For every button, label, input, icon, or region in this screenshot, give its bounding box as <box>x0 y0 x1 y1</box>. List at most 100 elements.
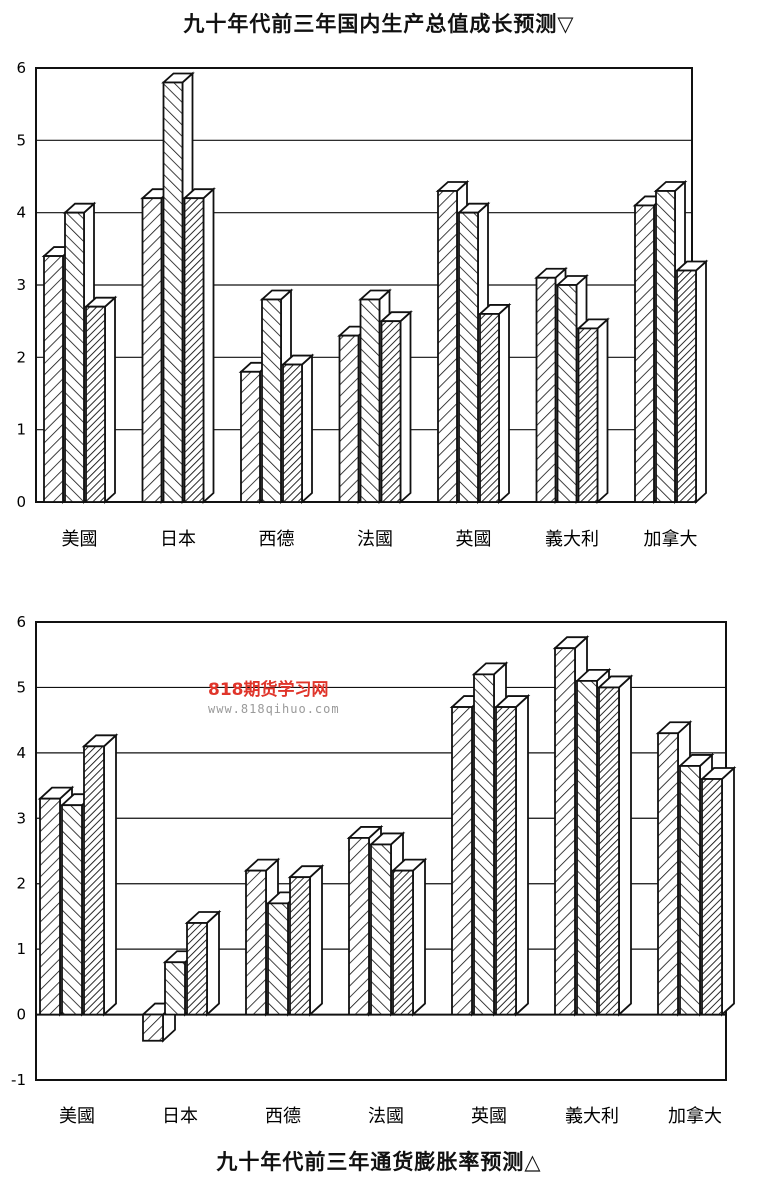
bar-side <box>104 295 116 505</box>
bar-side <box>596 317 609 505</box>
bar <box>674 259 709 505</box>
category-label: 美國 <box>62 529 98 550</box>
y-tick-label: 5 <box>16 131 26 149</box>
bar <box>83 295 118 505</box>
bar <box>477 302 512 505</box>
category-label: 英國 <box>471 1106 507 1127</box>
bar <box>287 864 325 1017</box>
bar-side <box>498 302 510 505</box>
bar <box>379 310 413 505</box>
y-tick-label: 6 <box>16 613 26 631</box>
bar <box>280 353 315 505</box>
bar-front <box>164 961 186 1016</box>
bar-front <box>359 298 381 503</box>
watermark-url: www.818qihuo.com <box>208 702 340 716</box>
bar-front <box>43 255 64 503</box>
y-tick-label: 2 <box>16 348 26 366</box>
bar-front <box>392 869 414 1016</box>
y-tick-label: -1 <box>11 1071 26 1089</box>
category-label: 日本 <box>160 529 196 550</box>
category-label: 美國 <box>59 1106 95 1127</box>
bar-side <box>515 694 529 1017</box>
bar-front <box>576 679 598 1016</box>
y-tick-label: 0 <box>16 1006 26 1024</box>
bar-front <box>701 778 723 1016</box>
category-label: 西德 <box>259 529 295 550</box>
y-tick-label: 3 <box>16 809 26 827</box>
bar-front <box>162 81 184 503</box>
category-label: 加拿大 <box>644 528 698 550</box>
bar-side <box>399 310 412 505</box>
bar-front <box>554 647 576 1016</box>
category-label: 英國 <box>456 529 492 550</box>
y-tick-label: 6 <box>16 59 26 77</box>
category-label: 法國 <box>357 529 393 550</box>
bar-front <box>267 902 289 1016</box>
bar <box>182 187 216 505</box>
bar-front <box>186 922 208 1016</box>
bar-front <box>240 370 261 503</box>
bar-front <box>85 305 106 503</box>
bar-front <box>676 269 697 503</box>
bar-front <box>437 190 458 503</box>
y-tick-label: 2 <box>16 875 26 893</box>
bar-front <box>598 686 620 1016</box>
bar-side <box>618 674 632 1017</box>
category-label: 法國 <box>368 1106 404 1127</box>
bar-front <box>451 706 473 1016</box>
bar-side <box>412 857 426 1017</box>
bar <box>596 674 634 1017</box>
y-tick-label: 4 <box>16 204 26 222</box>
bar-front <box>535 276 557 503</box>
category-label: 義大利 <box>565 1106 619 1127</box>
bar-front <box>142 1013 164 1042</box>
chart-title-inflation: 九十年代前三年通货膨胀率预测△ <box>216 1150 542 1174</box>
bar-front <box>348 837 370 1016</box>
bar-side <box>206 909 220 1017</box>
watermark-logo: 818期货学习网 <box>208 680 329 700</box>
bar-front <box>655 190 676 503</box>
y-tick-label: 0 <box>16 493 26 511</box>
bar-front <box>83 745 105 1016</box>
bar-side <box>309 864 323 1017</box>
bar-front <box>679 765 701 1016</box>
bar <box>699 765 737 1017</box>
bar-side <box>103 733 117 1017</box>
bar-side <box>301 353 313 505</box>
bar-front <box>61 804 83 1016</box>
bar <box>493 694 531 1017</box>
bar-front <box>245 869 267 1016</box>
chart-title-gdp: 九十年代前三年国内生产总值成长预测▽ <box>183 12 575 36</box>
y-tick-label: 3 <box>16 276 26 294</box>
bar-front <box>473 673 495 1016</box>
bar-front <box>261 298 282 503</box>
y-tick-label: 1 <box>16 940 26 958</box>
bar-front <box>634 204 655 503</box>
bar-front <box>657 732 679 1016</box>
bar-front <box>39 797 61 1016</box>
y-tick-label: 1 <box>16 421 26 439</box>
bar-front <box>556 284 578 503</box>
watermark: 818期货学习网 www.818qihuo.com <box>208 675 340 716</box>
bar-front <box>380 320 402 503</box>
bar <box>390 857 428 1017</box>
bar-front <box>141 197 163 503</box>
bar-front <box>183 197 205 503</box>
bar-front <box>64 211 85 503</box>
bar <box>184 909 222 1017</box>
bar-front <box>370 843 392 1016</box>
bar-front <box>458 211 479 503</box>
bar-front <box>577 327 599 503</box>
bar-side <box>202 187 215 505</box>
category-label: 西德 <box>265 1106 301 1127</box>
y-tick-label: 5 <box>16 678 26 696</box>
bar-front <box>289 876 311 1016</box>
bar <box>576 317 610 505</box>
category-label: 義大利 <box>545 529 599 550</box>
bar-front <box>479 313 500 503</box>
category-label: 加拿大 <box>668 1105 722 1127</box>
bar-front <box>338 334 360 503</box>
gdp-growth-chart: 0 1 2 3 4 5 6 美國 日本 西德 法國 英國 義大利 加拿大 <box>16 59 709 550</box>
bar <box>81 733 119 1017</box>
